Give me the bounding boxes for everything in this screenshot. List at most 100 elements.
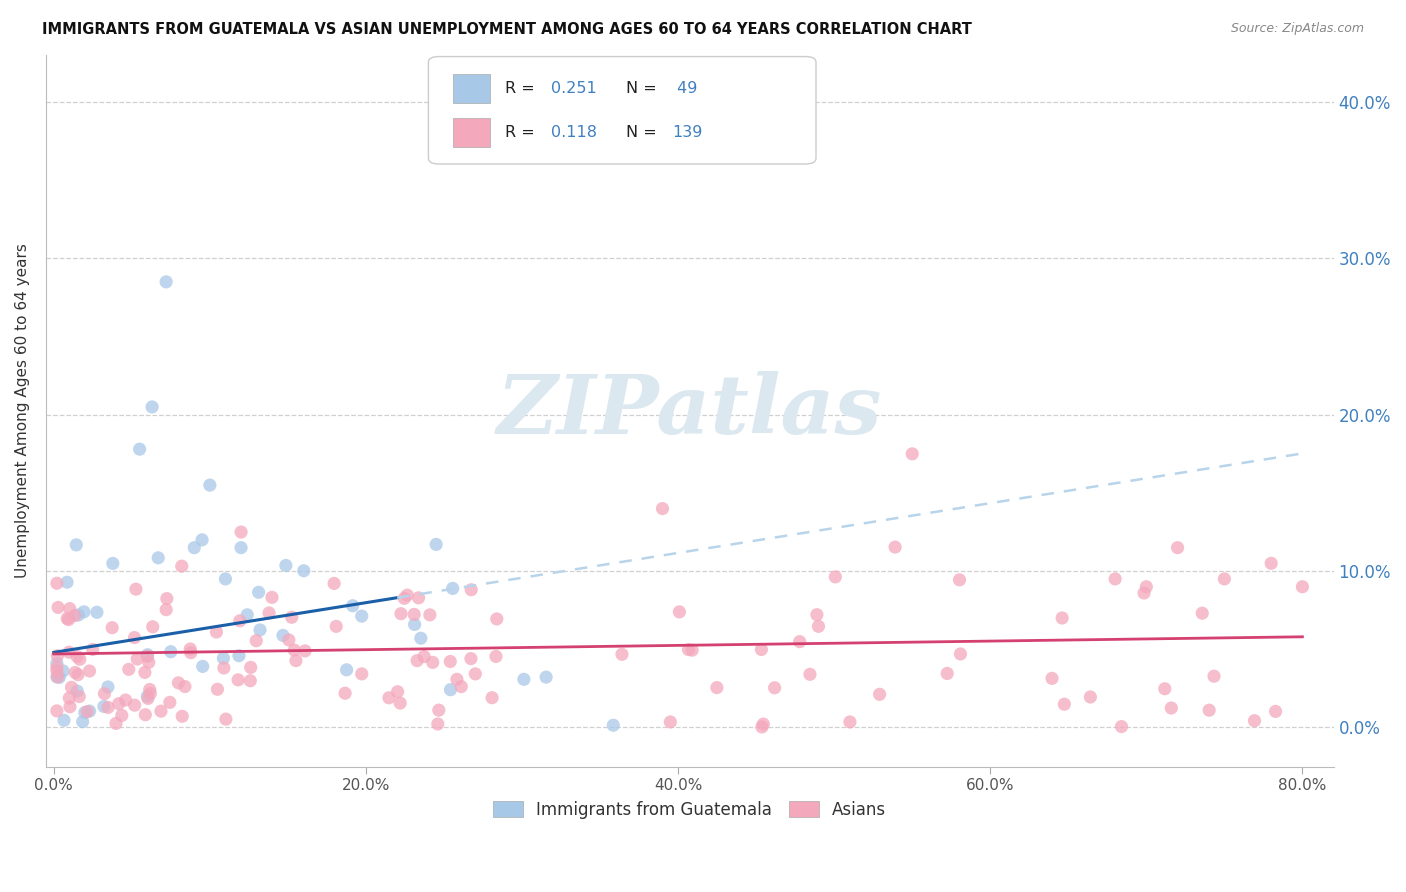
Point <box>668 605 690 619</box>
Point <box>1202 669 1225 683</box>
Point <box>799 667 821 681</box>
Point <box>45 576 67 591</box>
Point <box>1198 703 1220 717</box>
Point <box>534 670 557 684</box>
Point <box>1135 580 1157 594</box>
Point <box>212 651 235 665</box>
Point <box>789 634 811 648</box>
Text: Source: ZipAtlas.com: Source: ZipAtlas.com <box>1230 22 1364 36</box>
Text: ZIPatlas: ZIPatlas <box>498 371 883 450</box>
Point <box>79 664 101 678</box>
Point <box>46 648 69 663</box>
Point <box>198 478 221 492</box>
Y-axis label: Unemployment Among Ages 60 to 64 years: Unemployment Among Ages 60 to 64 years <box>15 244 30 578</box>
Point <box>155 275 177 289</box>
Point <box>159 695 181 709</box>
Point <box>325 619 347 633</box>
Point <box>948 573 970 587</box>
Point <box>350 609 373 624</box>
Point <box>513 673 536 687</box>
Bar <box>453 118 491 147</box>
Point <box>247 585 270 599</box>
Point <box>58 613 80 627</box>
Point <box>63 608 86 623</box>
Point <box>46 670 69 684</box>
Point <box>207 682 229 697</box>
Point <box>239 673 262 688</box>
Point <box>136 691 159 706</box>
Point <box>67 607 90 622</box>
Point <box>245 633 267 648</box>
Point <box>142 620 165 634</box>
Point <box>136 648 159 662</box>
Point <box>806 607 828 622</box>
Point <box>136 649 159 664</box>
Text: N =: N = <box>626 125 662 140</box>
Point <box>1111 720 1133 734</box>
Point <box>706 681 728 695</box>
Point <box>257 606 280 620</box>
Point <box>167 676 190 690</box>
Point <box>141 400 163 414</box>
Point <box>446 673 468 687</box>
Point <box>408 591 430 605</box>
Point <box>1291 580 1313 594</box>
Point <box>48 670 70 684</box>
Point <box>1213 572 1236 586</box>
Point <box>138 656 160 670</box>
FancyBboxPatch shape <box>429 56 815 164</box>
Point <box>156 591 179 606</box>
Point <box>138 682 160 697</box>
Point <box>274 558 297 573</box>
Point <box>149 704 172 718</box>
Point <box>125 582 148 596</box>
Point <box>134 665 156 680</box>
Point <box>441 582 464 596</box>
Point <box>60 681 83 695</box>
Text: 139: 139 <box>672 125 703 140</box>
Point <box>72 714 94 729</box>
Point <box>212 661 235 675</box>
Text: R =: R = <box>505 125 540 140</box>
Point <box>155 602 177 616</box>
Point <box>1133 586 1156 600</box>
Point <box>439 682 461 697</box>
Point <box>409 632 432 646</box>
Point <box>936 666 959 681</box>
Point <box>1050 611 1073 625</box>
Point <box>1191 606 1213 620</box>
Point <box>271 628 294 642</box>
Point <box>294 644 316 658</box>
Point <box>396 588 419 602</box>
Point <box>1264 705 1286 719</box>
Point <box>226 673 249 687</box>
Point <box>58 691 80 706</box>
Point <box>1153 681 1175 696</box>
Point <box>752 717 775 731</box>
Point <box>159 645 181 659</box>
Point <box>56 611 79 625</box>
Point <box>394 591 416 606</box>
Point <box>172 709 194 723</box>
Point <box>610 648 633 662</box>
Point <box>404 617 426 632</box>
Point <box>659 714 682 729</box>
Point <box>53 713 76 727</box>
Point <box>602 718 624 732</box>
Point <box>751 720 773 734</box>
Point <box>1053 697 1076 711</box>
Point <box>481 690 503 705</box>
Point <box>124 631 146 645</box>
Point <box>419 607 441 622</box>
Point <box>342 599 364 613</box>
Point <box>1104 572 1126 586</box>
Point <box>229 614 252 628</box>
Point <box>450 680 472 694</box>
Point <box>69 652 91 666</box>
Point <box>73 605 96 619</box>
Point <box>284 654 307 668</box>
Point <box>901 447 924 461</box>
Point <box>105 716 128 731</box>
Point <box>97 680 120 694</box>
Point <box>45 664 67 678</box>
